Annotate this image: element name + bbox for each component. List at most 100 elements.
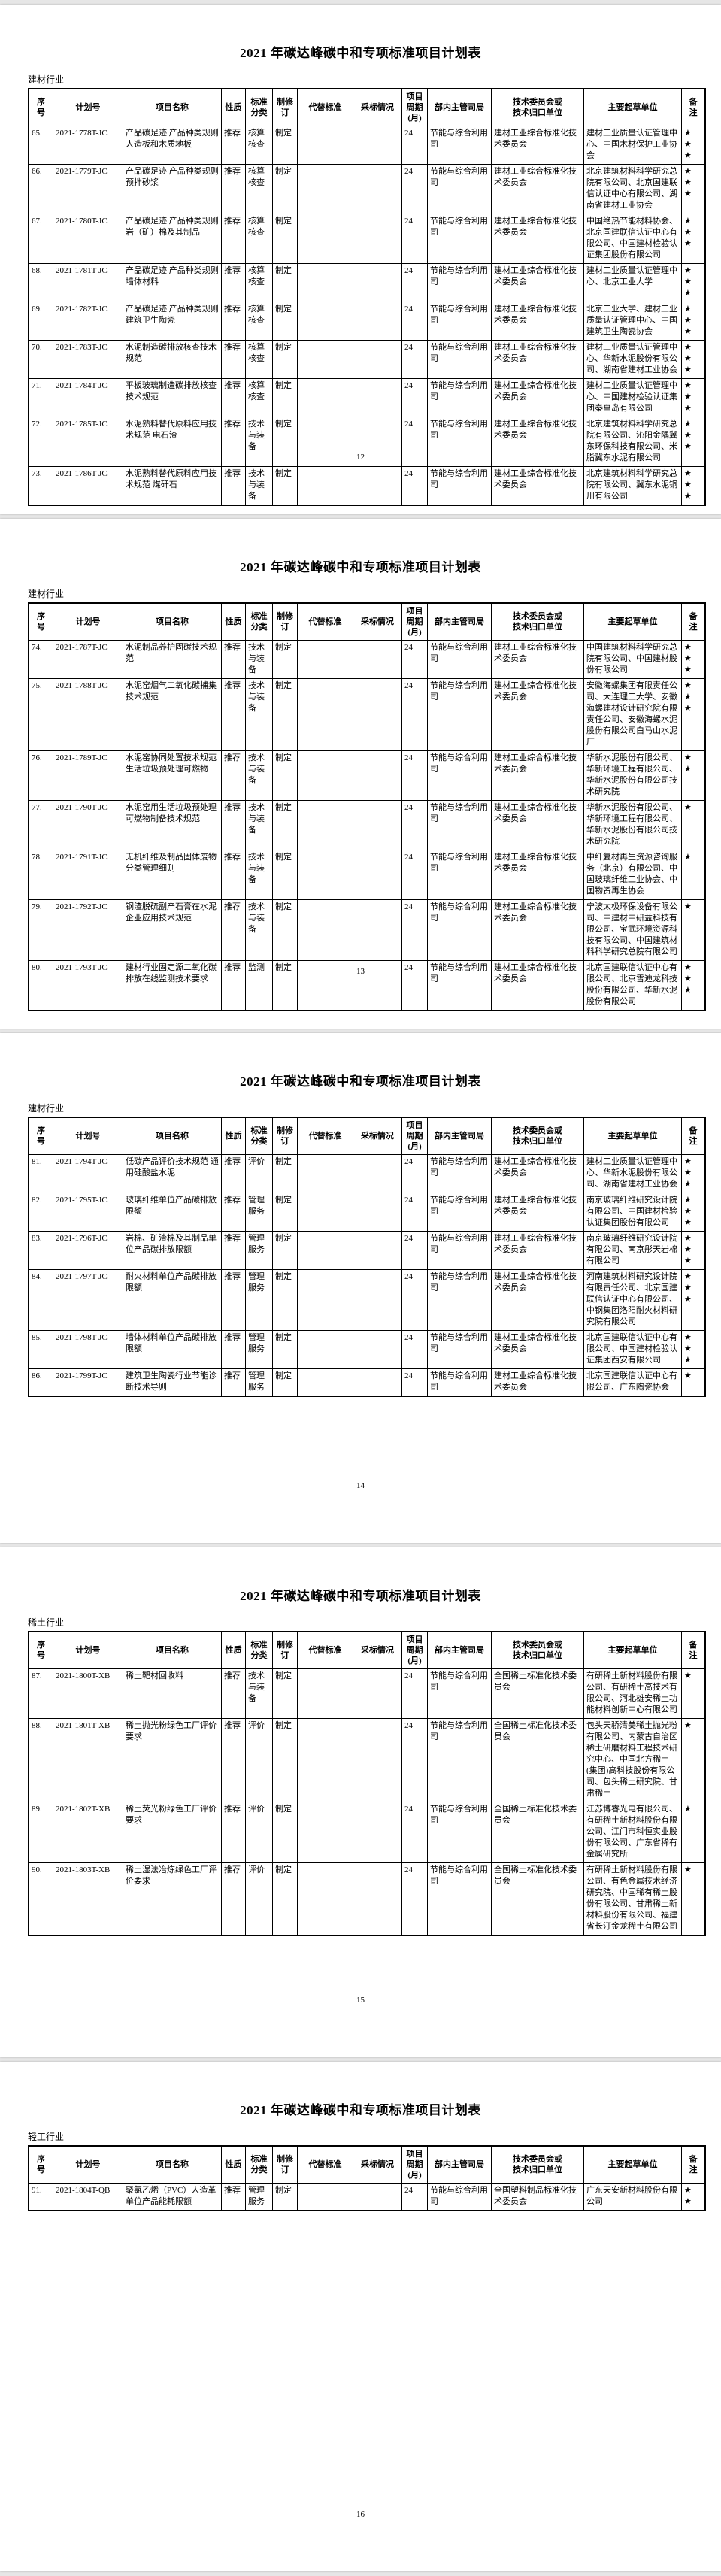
cell-replaced-std [297, 850, 353, 900]
cell-nature: 推荐 [221, 1269, 246, 1331]
cell-cycle-months: 24 [401, 214, 428, 264]
table-row: 73. 2021-1786T-JC 水泥熟料替代原料应用技术规范 煤矸石 推荐 技术与装… [28, 466, 706, 506]
cell-make-revise: 制定 [272, 678, 298, 751]
cell-nature: 推荐 [221, 214, 246, 264]
cell-project-name: 稀土湿法冶炼绿色工厂评价要求 [123, 1862, 222, 1936]
cell-replaced-std [297, 466, 353, 506]
cell-std-class: 技术与装备 [245, 640, 273, 679]
col-header-drafting-unit: 主要起草单位 [583, 2145, 682, 2184]
cell-dept: 节能与综合利用司 [427, 263, 492, 302]
cell-dept: 节能与综合利用司 [427, 960, 492, 1011]
cell-dept: 节能与综合利用司 [427, 1269, 492, 1331]
cell-adoption [353, 126, 402, 165]
cell-std-class: 评价 [245, 1802, 273, 1863]
standards-plan-table: 序 号计划号 项目名称 性质 标准 分类 制修 订代替标准 采标情况 项目 周期 (月) 部内… [28, 1631, 706, 1936]
page-12: 2021 年碳达峰碳中和专项标准项目计划表 建材行业 序 号计划号 项目名称 性质标… [0, 5, 721, 514]
cell-cycle-months: 24 [401, 1368, 428, 1397]
cell-make-revise: 制定 [272, 378, 298, 417]
cell-cycle-months: 24 [401, 164, 428, 214]
cell-adoption [353, 1330, 402, 1369]
cell-adoption [353, 1154, 402, 1193]
table-body: 81. 2021-1794T-JC 低碳产品评价技术规范 通用硅酸盐水泥 推荐 评价 制定… [28, 1154, 706, 1397]
page-title: 2021 年碳达峰碳中和专项标准项目计划表 [240, 46, 481, 60]
industry-section-label: 建材行业 [28, 74, 65, 85]
cell-adoption [353, 1269, 402, 1331]
cell-std-class: 管理服务 [245, 1330, 273, 1369]
cell-cycle-months: 24 [401, 263, 428, 302]
cell-cycle-months: 24 [401, 850, 428, 900]
cell-make-revise: 制定 [272, 1269, 298, 1331]
cell-project-name: 水泥窑烟气二氧化碳捕集技术规范 [123, 678, 222, 751]
cell-index: 75. [28, 678, 53, 751]
cell-remark: ★ ★ ★ [681, 1330, 706, 1369]
cell-replaced-std [297, 263, 353, 302]
cell-dept: 节能与综合利用司 [427, 850, 492, 900]
cell-dept: 节能与综合利用司 [427, 126, 492, 165]
cell-cycle-months: 24 [401, 1193, 428, 1232]
cell-remark: ★ [681, 1668, 706, 1719]
cell-nature: 推荐 [221, 378, 246, 417]
cell-make-revise: 制定 [272, 1668, 298, 1719]
cell-drafting-unit: 建材工业质量认证管理中心、中国建材检验认证集团秦皇岛有限公司 [583, 378, 682, 417]
cell-committee: 建材工业综合标准化技术委员会 [491, 126, 584, 165]
cell-dept: 节能与综合利用司 [427, 1231, 492, 1270]
cell-make-revise: 制定 [272, 1231, 298, 1270]
col-header-dept: 部内主管司局 [427, 2145, 492, 2184]
cell-cycle-months: 24 [401, 1802, 428, 1863]
page-number: 16 [356, 2510, 365, 2519]
cell-std-class: 核算核查 [245, 164, 273, 214]
cell-make-revise: 制定 [272, 850, 298, 900]
table-row: 71. 2021-1784T-JC 平板玻璃制造碳排放核查技术规范 推荐 核算核查 制定 2… [28, 378, 706, 417]
cell-index: 85. [28, 1330, 53, 1369]
cell-std-class: 技术与装备 [245, 466, 273, 506]
cell-drafting-unit: 北京国建联信认证中心有限公司、中国建材检验认证集团西安有限公司 [583, 1330, 682, 1369]
cell-cycle-months: 24 [401, 1668, 428, 1719]
cell-remark: ★ ★ ★ [681, 340, 706, 379]
col-header-std-class: 标准 分类 [245, 88, 273, 126]
table-row: 75. 2021-1788T-JC 水泥窑烟气二氧化碳捕集技术规范 推荐 技术与装备 制定… [28, 678, 706, 751]
cell-committee: 建材工业综合标准化技术委员会 [491, 214, 584, 264]
cell-replaced-std [297, 1368, 353, 1397]
cell-nature: 推荐 [221, 126, 246, 165]
cell-drafting-unit: 北京建筑材料科学研究总院有限公司、冀东水泥铜川有限公司 [583, 466, 682, 506]
cell-replaced-std [297, 1330, 353, 1369]
cell-plan-no: 2021-1788T-JC [53, 678, 123, 751]
cell-dept: 节能与综合利用司 [427, 340, 492, 379]
cell-adoption [353, 800, 402, 850]
cell-dept: 节能与综合利用司 [427, 678, 492, 751]
cell-committee: 建材工业综合标准化技术委员会 [491, 1330, 584, 1369]
cell-project-name: 稀土荧光粉绿色工厂评价要求 [123, 1802, 222, 1863]
cell-nature: 推荐 [221, 800, 246, 850]
cell-replaced-std [297, 800, 353, 850]
cell-index: 89. [28, 1802, 53, 1863]
cell-project-name: 玻璃纤维单位产品碳排放限额 [123, 1193, 222, 1232]
cell-cycle-months: 24 [401, 800, 428, 850]
cell-committee: 全国稀土标准化技术委员会 [491, 1862, 584, 1936]
cell-adoption [353, 899, 402, 961]
cell-index: 66. [28, 164, 53, 214]
cell-cycle-months: 24 [401, 417, 428, 467]
cell-replaced-std [297, 1269, 353, 1331]
cell-adoption [353, 1668, 402, 1719]
cell-cycle-months: 24 [401, 899, 428, 961]
cell-std-class: 核算核查 [245, 302, 273, 341]
cell-index: 65. [28, 126, 53, 165]
col-header-project-name: 项目名称 [123, 1631, 222, 1669]
cell-cycle-months: 24 [401, 1269, 428, 1331]
cell-plan-no: 2021-1796T-JC [53, 1231, 123, 1270]
cell-index: 84. [28, 1269, 53, 1331]
cell-make-revise: 制定 [272, 1862, 298, 1936]
cell-std-class: 评价 [245, 1718, 273, 1802]
col-header-nature: 性质 [221, 88, 246, 126]
cell-nature: 推荐 [221, 1802, 246, 1863]
cell-dept: 节能与综合利用司 [427, 899, 492, 961]
col-header-make-revise: 制修 订 [272, 2145, 298, 2184]
cell-project-name: 水泥窑用生活垃圾预处理可燃物制备技术规范 [123, 800, 222, 850]
cell-project-name: 建筑卫生陶瓷行业节能诊断技术导则 [123, 1368, 222, 1397]
cell-dept: 节能与综合利用司 [427, 1718, 492, 1802]
col-header-index: 序 号 [28, 2145, 53, 2184]
col-header-committee: 技术委员会或 技术归口单位 [491, 1631, 584, 1669]
col-header-drafting-unit: 主要起草单位 [583, 88, 682, 126]
cell-drafting-unit: 建材工业质量认证管理中心、华新水泥股份有限公司、湖南省建材工业协会 [583, 1154, 682, 1193]
cell-index: 83. [28, 1231, 53, 1270]
